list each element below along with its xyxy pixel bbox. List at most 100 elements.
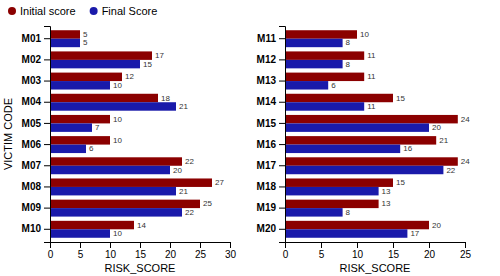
tick-label: M11 bbox=[257, 33, 276, 44]
bar bbox=[50, 178, 212, 186]
bar bbox=[285, 200, 379, 208]
tick-mark bbox=[110, 242, 111, 248]
bar bbox=[50, 157, 182, 165]
tick-label: M08 bbox=[22, 181, 42, 192]
legend-swatch bbox=[8, 7, 16, 15]
bar bbox=[50, 136, 110, 144]
bar bbox=[50, 115, 110, 123]
tick-mark bbox=[279, 208, 285, 209]
data-label: 13 bbox=[382, 187, 391, 196]
tick: M18 bbox=[257, 181, 285, 192]
axis-line bbox=[286, 243, 466, 249]
tick: 5 bbox=[78, 242, 84, 260]
data-label: 8 bbox=[346, 38, 351, 47]
data-label: 10 bbox=[113, 229, 122, 238]
bar bbox=[285, 39, 343, 47]
legend: Initial scoreFinal Score bbox=[8, 5, 157, 17]
y-axis: M11M12M13M14M15M16M17M18M19M20 bbox=[257, 27, 286, 243]
bar bbox=[285, 178, 393, 186]
tick-label: 25 bbox=[460, 249, 472, 260]
chart-svg: 5171218101022272514515102176202122100510… bbox=[0, 0, 500, 276]
tick-mark bbox=[279, 59, 285, 60]
data-label: 22 bbox=[185, 157, 194, 166]
tick-label: M16 bbox=[257, 139, 277, 150]
data-label: 16 bbox=[403, 144, 412, 153]
tick: 20 bbox=[424, 242, 436, 260]
tick-label: M01 bbox=[22, 33, 42, 44]
tick: M19 bbox=[257, 202, 285, 213]
data-label: 24 bbox=[461, 115, 470, 124]
bar bbox=[285, 157, 458, 165]
data-label: 17 bbox=[410, 229, 419, 238]
bar bbox=[285, 102, 364, 110]
tick-label: 5 bbox=[319, 249, 325, 260]
tick-label: M03 bbox=[22, 75, 42, 86]
bar bbox=[50, 123, 92, 131]
bar bbox=[285, 221, 429, 229]
tick: 25 bbox=[195, 242, 207, 260]
bar bbox=[50, 94, 158, 102]
tick-label: M10 bbox=[22, 223, 42, 234]
bar bbox=[285, 136, 436, 144]
x-axis-title: RISK_SCORE bbox=[340, 262, 411, 274]
tick-mark bbox=[279, 186, 285, 187]
tick: M13 bbox=[257, 75, 285, 86]
tick-label: M13 bbox=[257, 75, 277, 86]
tick-mark bbox=[279, 144, 285, 145]
tick: 15 bbox=[388, 242, 400, 260]
tick: M01 bbox=[22, 33, 50, 44]
tick: M09 bbox=[22, 202, 50, 213]
tick: M03 bbox=[22, 75, 50, 86]
tick-mark bbox=[44, 81, 50, 82]
axis-line bbox=[44, 27, 51, 243]
legend-swatch bbox=[90, 7, 98, 15]
bar bbox=[285, 166, 443, 174]
data-label: 21 bbox=[179, 102, 188, 111]
data-labels: 101111152421241513208861120162213817 bbox=[331, 30, 470, 238]
tick: 10 bbox=[105, 242, 117, 260]
tick: 10 bbox=[352, 242, 364, 260]
data-label: 11 bbox=[367, 51, 376, 60]
tick-mark bbox=[429, 242, 430, 248]
y-axis-title: VICTIM CODE bbox=[2, 98, 14, 170]
data-label: 20 bbox=[432, 221, 441, 230]
data-label: 10 bbox=[113, 81, 122, 90]
data-label: 12 bbox=[125, 72, 134, 81]
tick-mark bbox=[230, 242, 231, 248]
legend-item: Initial score bbox=[8, 5, 76, 17]
tick-label: M04 bbox=[22, 96, 42, 107]
tick-label: M14 bbox=[257, 96, 277, 107]
tick: M17 bbox=[257, 160, 285, 171]
data-labels: 517121810102227251451510217620212210 bbox=[83, 30, 224, 238]
data-label: 22 bbox=[185, 208, 194, 217]
bar bbox=[285, 73, 364, 81]
bar bbox=[285, 123, 429, 131]
bar bbox=[50, 81, 110, 89]
tick-label: 15 bbox=[135, 249, 147, 260]
bar bbox=[50, 30, 80, 38]
bar bbox=[50, 60, 140, 68]
bar bbox=[285, 81, 328, 89]
tick: M08 bbox=[22, 181, 50, 192]
data-label: 22 bbox=[446, 166, 455, 175]
x-axis: 0 5 10 15 20 25 bbox=[283, 242, 472, 260]
bars bbox=[285, 30, 458, 238]
data-label: 15 bbox=[396, 178, 405, 187]
x-axis-title: RISK_SCORE bbox=[105, 262, 176, 274]
bar bbox=[50, 200, 200, 208]
data-label: 17 bbox=[155, 51, 164, 60]
tick-label: 20 bbox=[165, 249, 177, 260]
legend-label: Initial score bbox=[20, 5, 76, 17]
tick-label: M18 bbox=[257, 181, 277, 192]
tick-label: 15 bbox=[388, 249, 400, 260]
tick: 0 bbox=[283, 242, 289, 260]
data-label: 7 bbox=[95, 123, 100, 132]
data-label: 21 bbox=[439, 136, 448, 145]
bar bbox=[50, 166, 170, 174]
x-axis: 051015202530 bbox=[48, 242, 237, 260]
data-label: 8 bbox=[346, 60, 351, 69]
data-label: 25 bbox=[203, 199, 212, 208]
tick-mark bbox=[279, 102, 285, 103]
tick-label: M15 bbox=[257, 118, 277, 129]
tick: M12 bbox=[257, 54, 285, 65]
